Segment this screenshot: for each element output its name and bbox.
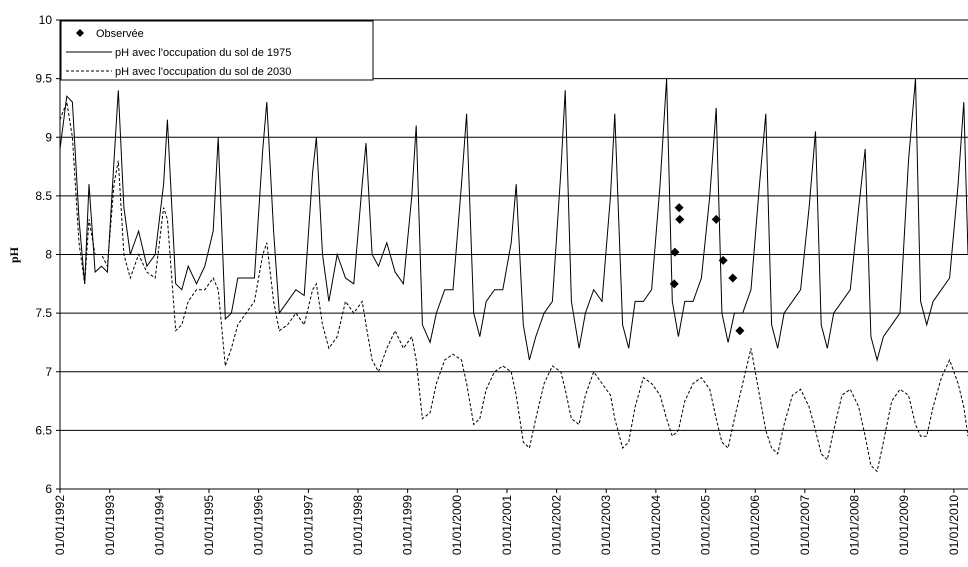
series-lines [59,78,968,473]
legend-box [60,20,374,81]
legend-2030-label: pH avec l'occupation du sol de 2030 [115,66,291,78]
observed-point [669,279,679,289]
x-tick-labels: 01/01/1992 01/01/1993 01/01/1994 01/01/1995… [53,489,961,555]
observed-point [728,273,738,283]
y-tick-label: 10 [39,13,53,27]
y-tick-label: 7 [45,365,52,379]
x-tick-label: 01/01/2006 [748,495,762,555]
y-tick-label: 8 [45,248,52,262]
y-tick-label: 6.5 [35,423,52,437]
y-axis-label: pH [7,246,21,263]
x-tick-label: 01/01/1994 [152,495,166,555]
x-tick-label: 01/01/2008 [847,495,861,555]
observed-point [718,255,728,265]
x-tick-label: 01/01/2007 [798,495,812,555]
x-tick-label: 01/01/1992 [53,495,67,555]
observed-point [675,214,685,224]
y-tick-label: 9.5 [35,72,52,86]
x-tick-label: 01/01/2010 [947,495,961,555]
x-tick-label: 01/01/1997 [301,495,315,555]
legend-observed-icon [76,29,84,37]
legend-observed-label: Observée [96,28,144,40]
x-tick-label: 01/01/1996 [252,495,266,555]
observed-point [735,326,745,336]
x-tick-label: 01/01/1993 [103,495,117,555]
x-tick-label: 01/01/2005 [699,495,713,555]
y-tick-label: 9 [45,130,52,144]
x-tick-label: 01/01/2002 [550,495,564,555]
series-1975-line [59,78,968,362]
x-tick-label: 01/01/2001 [500,495,514,555]
x-tick-label: 01/01/1995 [202,495,216,555]
legend: Observée pH avec l'occupation du sol de … [60,20,374,81]
y-tick-labels: 6 6.5 7 7.5 8 8.5 9 9.5 10 [35,13,52,496]
legend-1975-label: pH avec l'occupation du sol de 1975 [115,47,291,59]
observed-point [670,247,680,257]
x-tick-label: 01/01/1999 [401,495,415,555]
observed-point [674,203,684,213]
x-tick-label: 01/01/1998 [351,495,365,555]
x-tick-label: 01/01/2004 [649,495,663,555]
y-tick-label: 7.5 [35,306,52,320]
x-tick-label: 01/01/2003 [599,495,613,555]
x-tick-label: 01/01/2009 [897,495,911,555]
observed-markers [669,203,745,336]
y-tick-label: 8.5 [35,189,52,203]
y-tick-label: 6 [45,482,52,496]
x-tick-label: 01/01/2000 [450,495,464,555]
observed-point [711,214,721,224]
